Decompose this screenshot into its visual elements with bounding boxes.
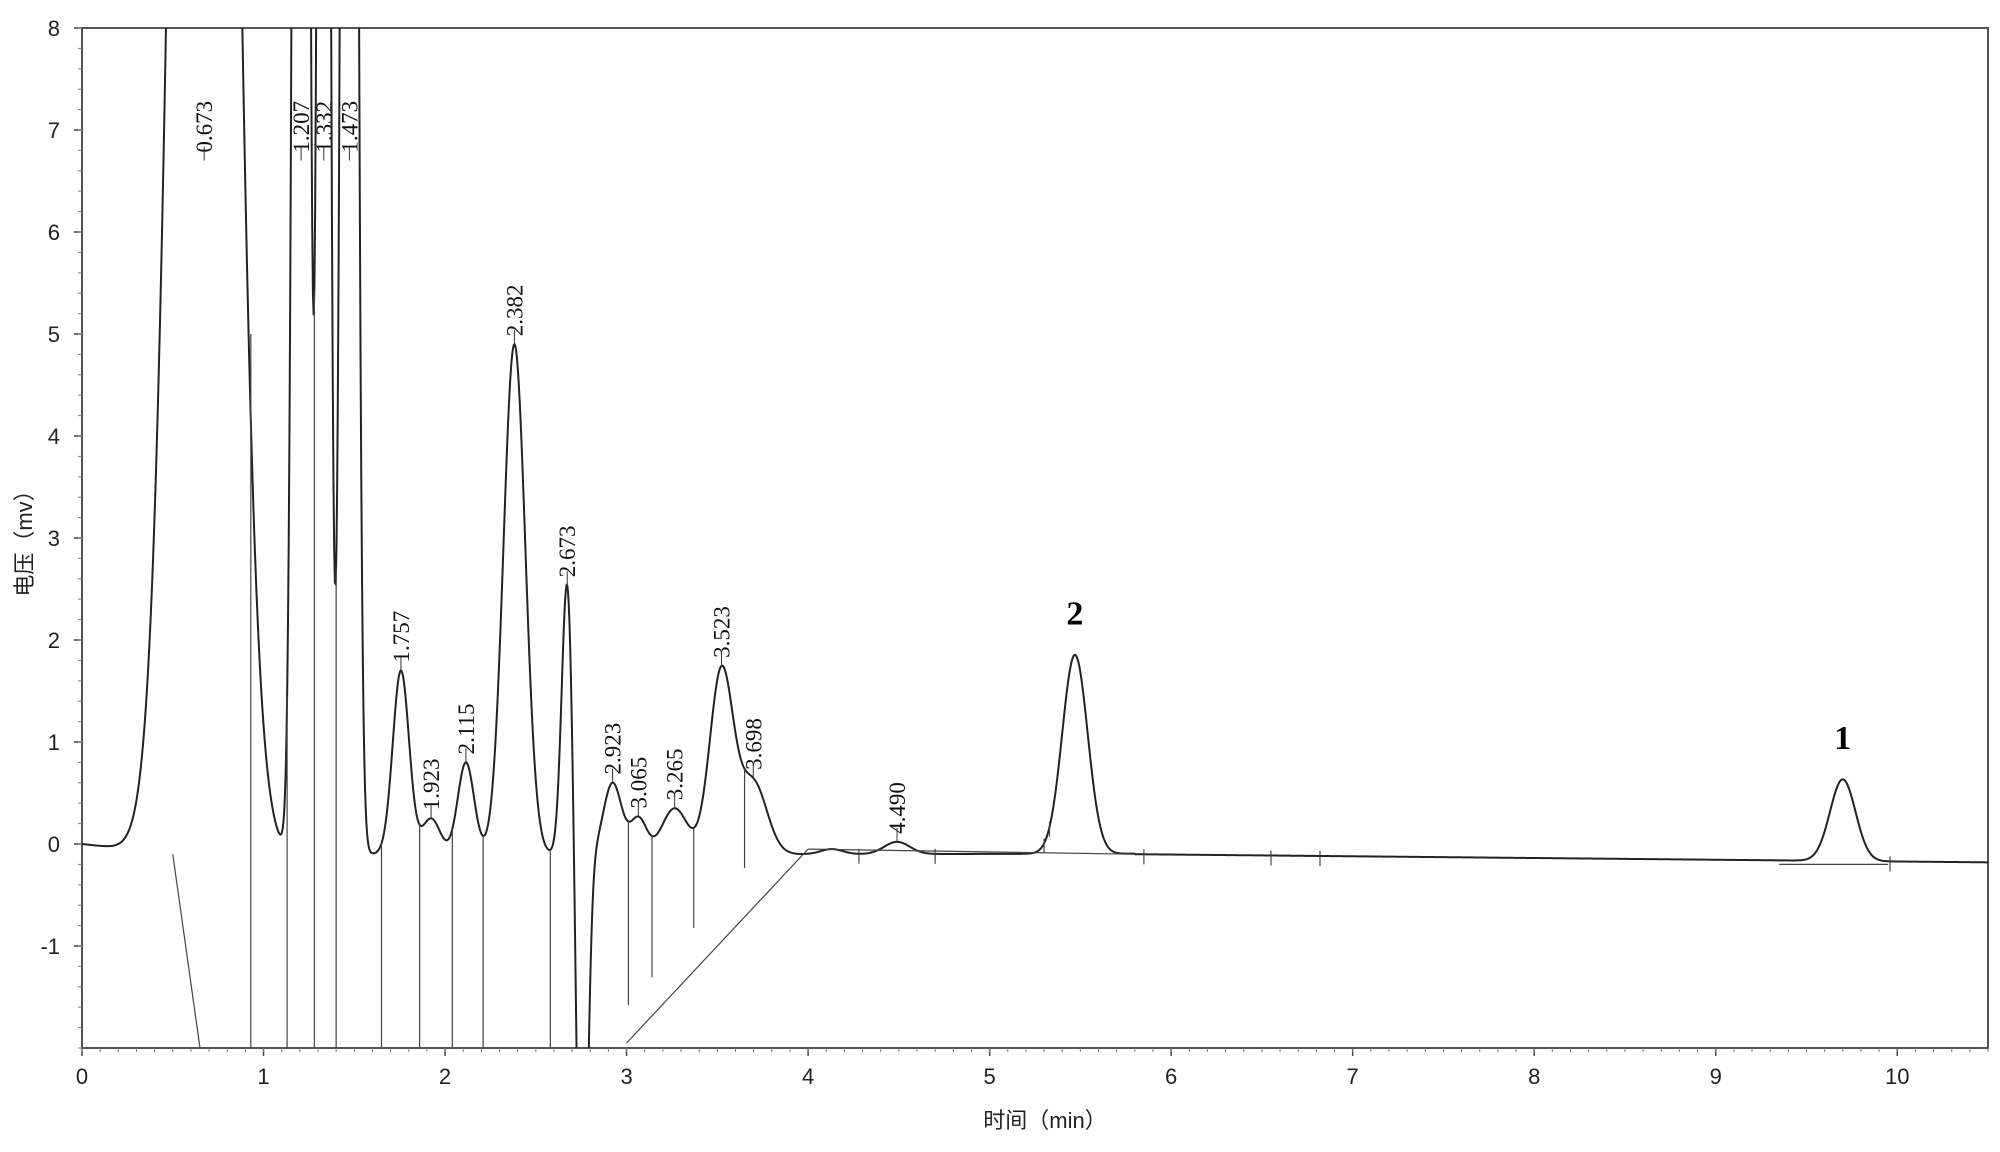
peak-label: 2.115 [454, 703, 479, 754]
y-tick-label: 4 [48, 424, 60, 449]
x-tick-label: 7 [1347, 1064, 1359, 1089]
x-tick-label: 1 [257, 1064, 269, 1089]
peak-id-label: 2 [1066, 596, 1083, 633]
peak-label: 0.673 [192, 101, 217, 153]
x-tick-label: 6 [1165, 1064, 1177, 1089]
baseline-segment [626, 848, 809, 1044]
peak-label: 1.207 [289, 101, 314, 153]
y-tick-label: 7 [48, 118, 60, 143]
peak-label: 2.382 [502, 284, 527, 336]
peak-label: 2.673 [555, 525, 580, 577]
signal-trace [82, 28, 1988, 1048]
y-tick-label: 6 [48, 220, 60, 245]
peak-label: 4.490 [885, 782, 910, 834]
plot-area [82, 28, 1988, 1048]
x-tick-label: 5 [983, 1064, 995, 1089]
y-tick-label: 8 [48, 16, 60, 41]
baseline-segment [172, 854, 201, 1048]
x-axis-label: 时间（min） [983, 1108, 1106, 1133]
y-tick-label: 0 [48, 832, 60, 857]
y-tick-label: 1 [48, 730, 60, 755]
peak-label: 2.923 [601, 723, 626, 775]
plot-frame [81, 27, 1989, 1049]
y-tick-label: 2 [48, 628, 60, 653]
x-tick-label: 8 [1528, 1064, 1540, 1089]
baseline-segment [808, 848, 1135, 855]
x-tick-label: 9 [1710, 1064, 1722, 1089]
x-tick-label: 10 [1885, 1064, 1909, 1089]
y-tick-label: 5 [48, 322, 60, 347]
peak-id-label: 1 [1834, 720, 1851, 757]
y-tick-label: -1 [40, 934, 60, 959]
x-tick-label: 4 [802, 1064, 814, 1089]
y-tick-label: 3 [48, 526, 60, 551]
y-axis-label: 电压（mv） [12, 479, 37, 596]
x-tick-label: 2 [439, 1064, 451, 1089]
peak-label: 3.065 [626, 757, 651, 809]
peak-label: 1.473 [337, 101, 362, 153]
peak-label: 3.698 [741, 718, 766, 770]
peak-label: 1.923 [419, 759, 444, 811]
x-tick-label: 3 [620, 1064, 632, 1089]
peak-label: 3.523 [710, 606, 735, 658]
x-tick-label: 0 [76, 1064, 88, 1089]
peak-label: 3.265 [663, 748, 688, 800]
peak-label: 1.757 [389, 611, 414, 663]
